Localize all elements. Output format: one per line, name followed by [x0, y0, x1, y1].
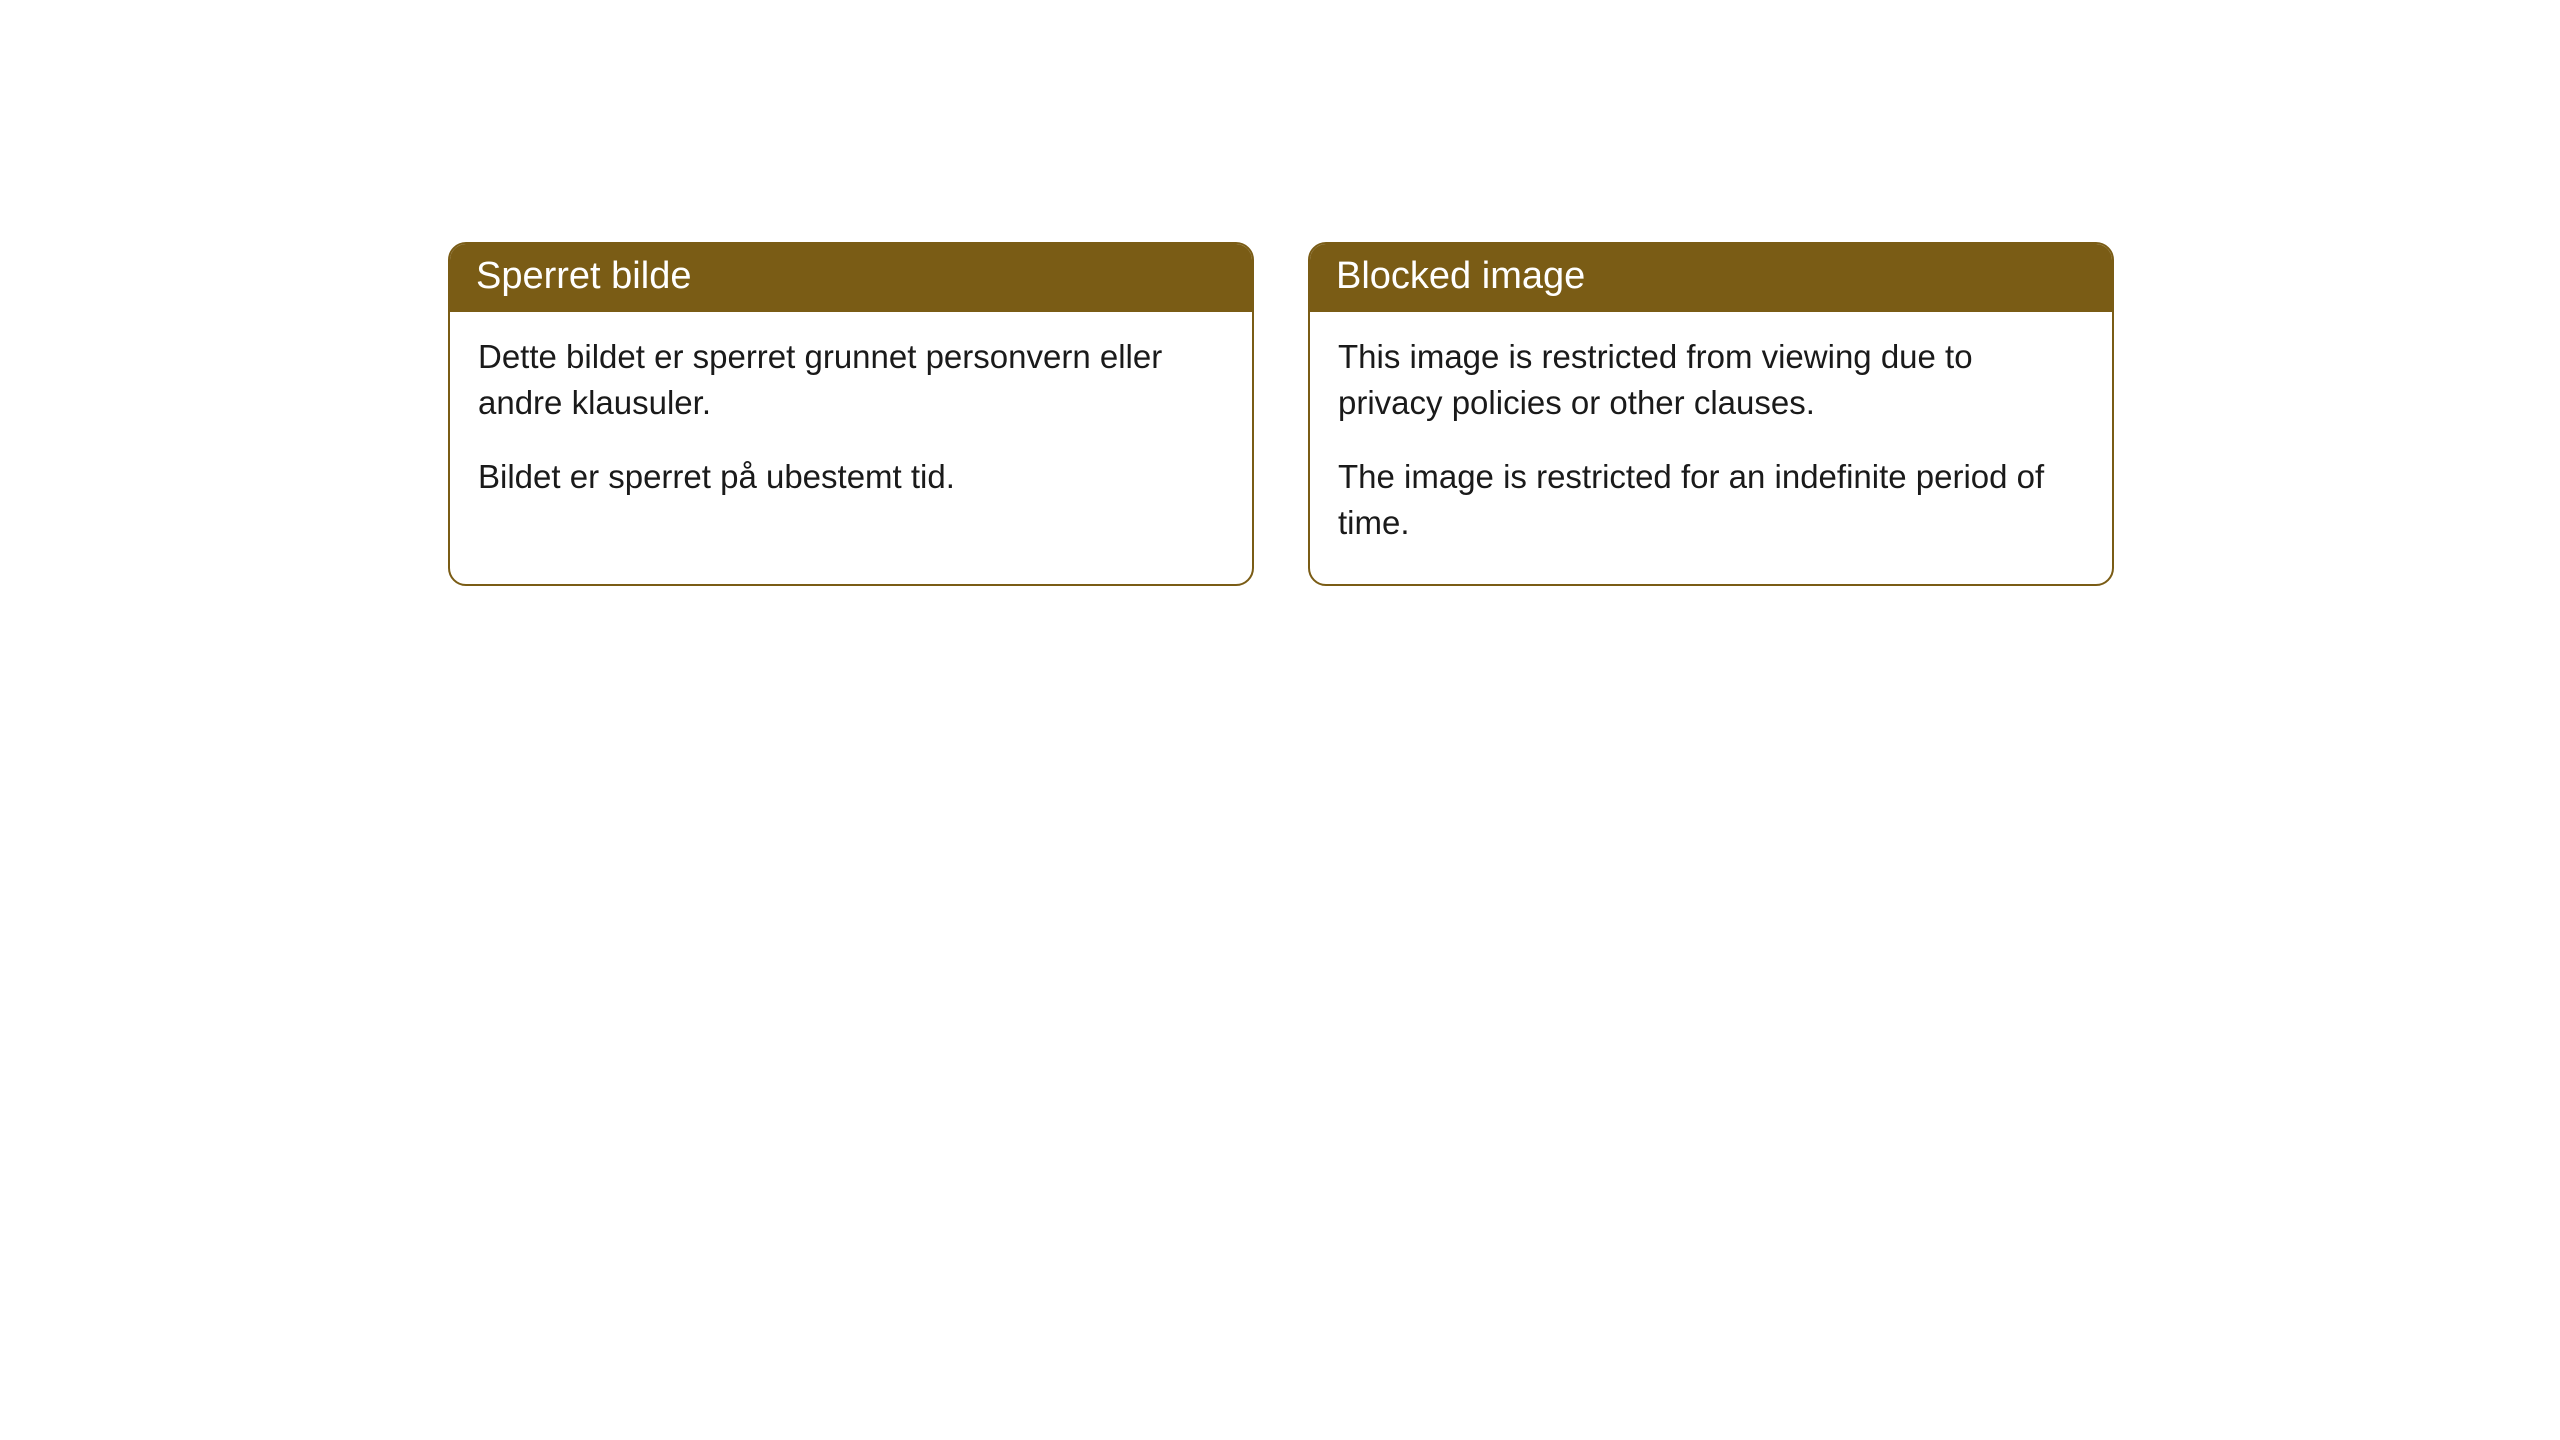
- card-body: This image is restricted from viewing du…: [1310, 312, 2112, 585]
- card-paragraph: Dette bildet er sperret grunnet personve…: [478, 334, 1224, 426]
- card-title: Sperret bilde: [476, 255, 691, 297]
- card-body: Dette bildet er sperret grunnet personve…: [450, 312, 1252, 539]
- card-paragraph: Bildet er sperret på ubestemt tid.: [478, 454, 1224, 500]
- card-title: Blocked image: [1336, 255, 1585, 297]
- card-paragraph: The image is restricted for an indefinit…: [1338, 454, 2084, 546]
- card-header: Sperret bilde: [450, 244, 1252, 312]
- card-paragraph: This image is restricted from viewing du…: [1338, 334, 2084, 426]
- notice-card-english: Blocked image This image is restricted f…: [1308, 242, 2114, 586]
- notice-cards-container: Sperret bilde Dette bildet er sperret gr…: [448, 242, 2114, 586]
- card-header: Blocked image: [1310, 244, 2112, 312]
- notice-card-norwegian: Sperret bilde Dette bildet er sperret gr…: [448, 242, 1254, 586]
